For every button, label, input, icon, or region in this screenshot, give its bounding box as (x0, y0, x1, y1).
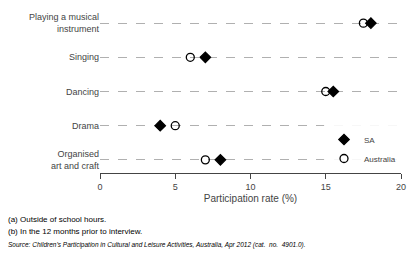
svg-text:Participation rate (%): Participation rate (%) (204, 193, 297, 204)
svg-text:15: 15 (321, 182, 331, 192)
svg-text:Organisedart and craft: Organisedart and craft (51, 149, 100, 171)
svg-text:Playing a musicalinstrument: Playing a musicalinstrument (29, 12, 100, 34)
svg-text:(b) In the 12 months prior to: (b) In the 12 months prior to interview. (8, 227, 142, 236)
svg-text:Australia: Australia (364, 155, 396, 164)
svg-text:Source: Children’s Participati: Source: Children’s Participation in Cult… (8, 241, 306, 249)
svg-text:0: 0 (97, 182, 102, 192)
svg-text:Drama: Drama (72, 121, 99, 131)
svg-text:20: 20 (396, 182, 406, 192)
svg-text:Dancing: Dancing (66, 87, 99, 97)
svg-text:5: 5 (173, 182, 178, 192)
svg-text:10: 10 (245, 182, 255, 192)
svg-text:(a) Outside of school hours.: (a) Outside of school hours. (8, 215, 106, 224)
svg-text:SA: SA (364, 136, 375, 145)
svg-text:Singing: Singing (69, 52, 99, 62)
